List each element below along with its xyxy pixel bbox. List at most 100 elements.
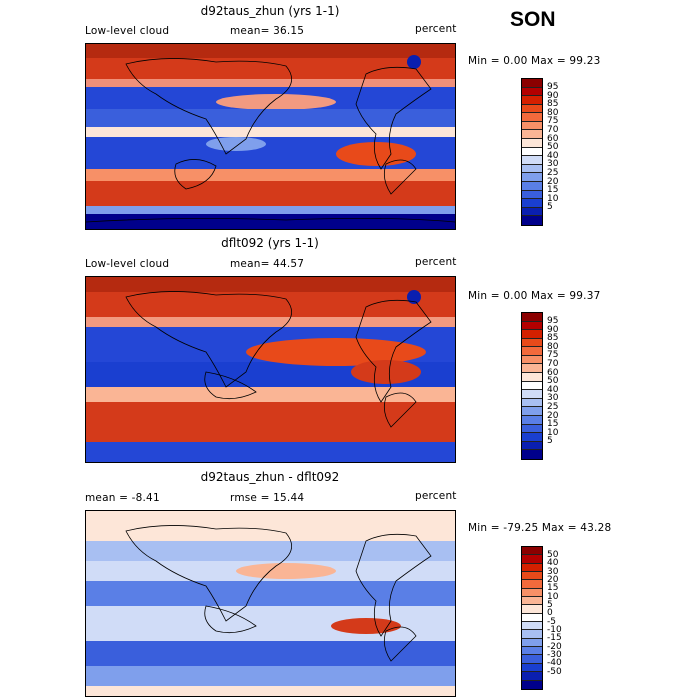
colorbar-tick-label: 50: [547, 549, 559, 560]
colorbar-tick-label: 80: [547, 341, 559, 352]
colorbar-tick-label: -10: [547, 625, 562, 636]
colorbar-swatch: [522, 347, 542, 356]
colorbar-tick-label: 90: [547, 90, 559, 101]
panel3-units: percent: [415, 490, 457, 502]
colorbar-tick-label: 75: [547, 350, 559, 361]
panel1-mean-label: mean= 36.15: [230, 25, 305, 37]
colorbar-tick-label: 95: [547, 82, 559, 93]
colorbar-swatch: [522, 190, 542, 200]
colorbar-swatch: [522, 555, 542, 564]
colorbar-tick-label: 15: [547, 185, 559, 196]
panel1-colorbar: [521, 78, 543, 226]
colorbar-tick-label: 90: [547, 324, 559, 335]
colorbar-tick-label: 20: [547, 410, 559, 421]
colorbar-swatch: [522, 580, 542, 589]
colorbar-tick-label: 60: [547, 133, 559, 144]
panel1-variable-label: Low-level cloud: [85, 25, 170, 37]
panel2-units: percent: [415, 256, 457, 268]
colorbar-tick-label: 20: [547, 176, 559, 187]
colorbar-swatch: [522, 407, 542, 416]
colorbar-tick-label: 5: [547, 202, 553, 213]
panel3-title: d92taus_zhun - dflt092: [200, 470, 340, 484]
colorbar-swatch: [522, 164, 542, 174]
panel1-map-field: [86, 44, 455, 229]
colorbar-swatch: [522, 547, 542, 556]
season-label: SON: [510, 8, 556, 31]
colorbar-swatch: [522, 355, 542, 365]
colorbar-swatch: [522, 173, 542, 182]
colorbar-swatch: [522, 338, 542, 348]
colorbar-tick-label: 25: [547, 167, 559, 178]
colorbar-tick-label: 70: [547, 359, 559, 370]
colorbar-swatch: [522, 330, 542, 339]
colorbar-swatch: [522, 96, 542, 105]
panel3-colorbar: [521, 546, 543, 690]
panel2-variable-label: Low-level cloud: [85, 258, 170, 270]
colorbar-swatch: [522, 156, 542, 165]
colorbar-swatch: [522, 572, 542, 581]
panel3-map: [85, 510, 456, 697]
colorbar-swatch: [522, 630, 542, 639]
panel2-colorbar: [521, 312, 543, 460]
colorbar-swatch: [522, 139, 542, 148]
colorbar-swatch: [522, 216, 542, 225]
colorbar-tick-label: 60: [547, 367, 559, 378]
colorbar-tick-label: 50: [547, 142, 559, 153]
colorbar-swatch: [522, 638, 542, 648]
colorbar-swatch: [522, 655, 542, 664]
panel3-mean-label: mean = -8.41: [85, 492, 160, 504]
colorbar-swatch: [522, 450, 542, 459]
colorbar-swatch: [522, 588, 542, 598]
colorbar-tick-label: -15: [547, 633, 562, 644]
colorbar-tick-label: 30: [547, 393, 559, 404]
colorbar-swatch: [522, 563, 542, 573]
colorbar-swatch: [522, 613, 542, 623]
colorbar-swatch: [522, 672, 542, 681]
colorbar-tick-label: 15: [547, 583, 559, 594]
colorbar-tick-label: 25: [547, 401, 559, 412]
colorbar-tick-label: -20: [547, 641, 562, 652]
panel2-minmax: Min = 0.00 Max = 99.37: [468, 290, 601, 302]
colorbar-swatch: [522, 121, 542, 131]
colorbar-swatch: [522, 663, 542, 673]
colorbar-swatch: [522, 181, 542, 191]
colorbar-swatch: [522, 433, 542, 442]
colorbar-swatch: [522, 130, 542, 140]
panel2-title: dflt092 (yrs 1-1): [221, 236, 319, 250]
panel2-map-field: [86, 277, 455, 462]
colorbar-tick-label: -40: [547, 658, 562, 669]
colorbar-tick-label: 10: [547, 591, 559, 602]
panel3-map-field: [86, 511, 455, 696]
colorbar-swatch: [522, 415, 542, 425]
colorbar-tick-label: 5: [547, 436, 553, 447]
colorbar-tick-label: 15: [547, 419, 559, 430]
colorbar-swatch: [522, 104, 542, 114]
colorbar-tick-label: 85: [547, 333, 559, 344]
colorbar-swatch: [522, 424, 542, 434]
colorbar-swatch: [522, 381, 542, 391]
colorbar-swatch: [522, 147, 542, 157]
colorbar-tick-label: 10: [547, 193, 559, 204]
panel3-rmse-label: rmse = 15.44: [230, 492, 305, 504]
colorbar-tick-label: 40: [547, 384, 559, 395]
colorbar-swatch: [522, 605, 542, 614]
colorbar-swatch: [522, 199, 542, 208]
panel2-mean-label: mean= 44.57: [230, 258, 305, 270]
colorbar-swatch: [522, 680, 542, 689]
colorbar-swatch: [522, 207, 542, 217]
colorbar-swatch: [522, 390, 542, 399]
colorbar-tick-label: -5: [547, 616, 556, 627]
colorbar-swatch: [522, 79, 542, 88]
colorbar-swatch: [522, 113, 542, 122]
colorbar-swatch: [522, 647, 542, 656]
colorbar-swatch: [522, 373, 542, 382]
panel2-map: [85, 276, 456, 463]
colorbar-tick-label: 80: [547, 107, 559, 118]
colorbar-tick-label: 75: [547, 116, 559, 127]
panel3-minmax: Min = -79.25 Max = 43.28: [468, 522, 612, 534]
colorbar-swatch: [522, 622, 542, 631]
colorbar-swatch: [522, 87, 542, 97]
colorbar-tick-label: 50: [547, 376, 559, 387]
colorbar-tick-label: 40: [547, 558, 559, 569]
colorbar-tick-label: 20: [547, 574, 559, 585]
